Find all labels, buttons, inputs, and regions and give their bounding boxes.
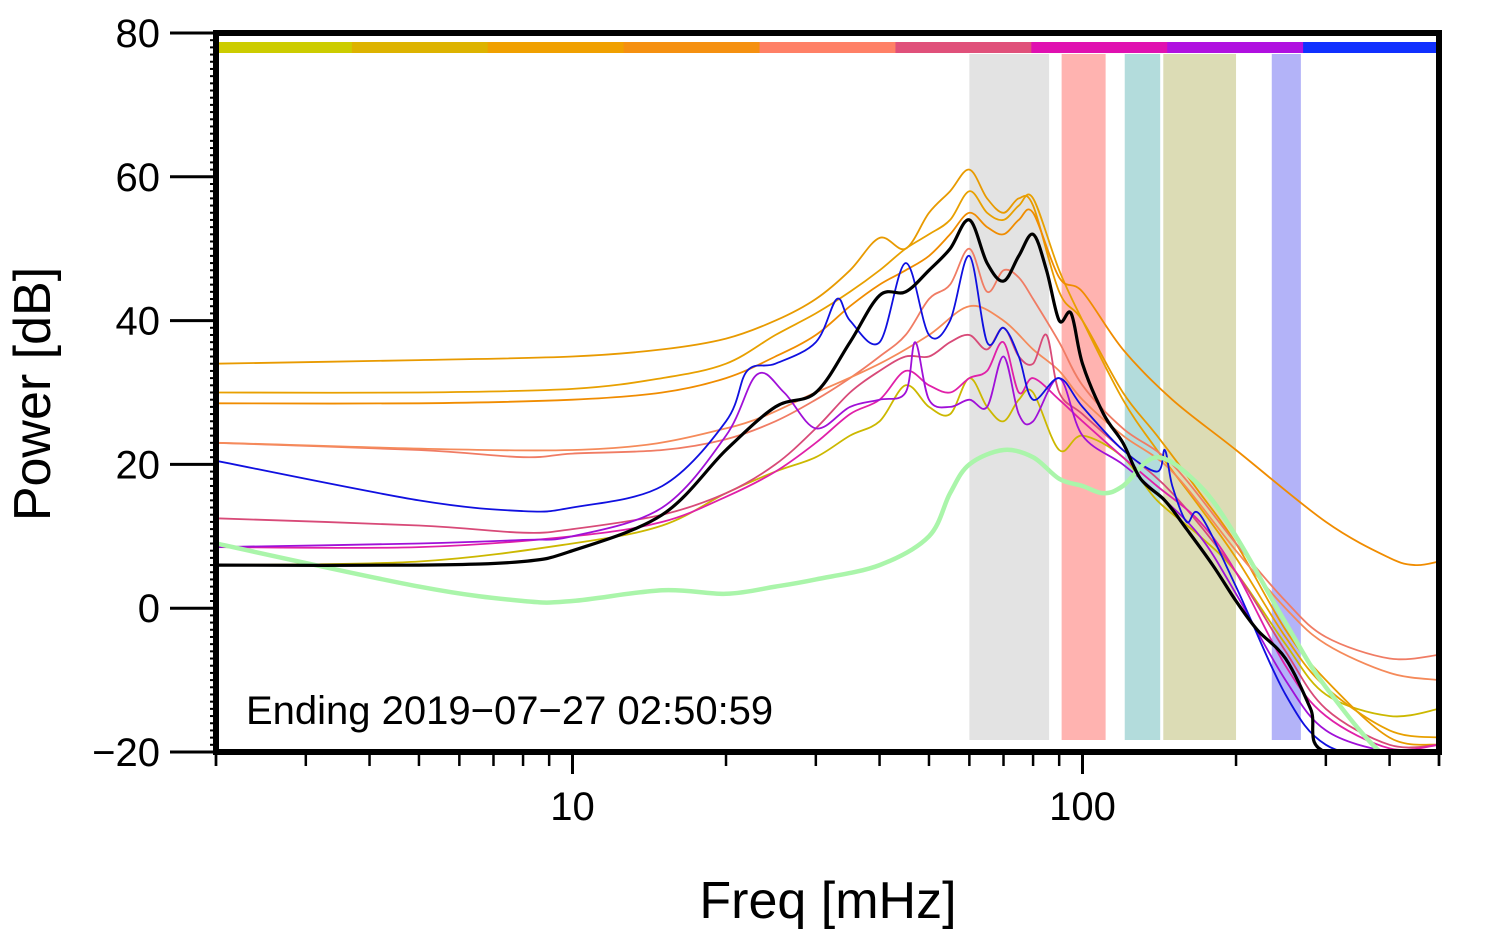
y-tick-label: 80 <box>116 12 161 56</box>
time-bar-segment-6 <box>895 42 1032 53</box>
series-5-line <box>216 247 1439 661</box>
series-11-line <box>216 447 1384 752</box>
series-8-line <box>216 341 1439 751</box>
y-tick-label: −20 <box>92 731 160 775</box>
series-3-line <box>216 190 1439 739</box>
series-12-line <box>216 218 1439 752</box>
band-3 <box>1124 54 1161 740</box>
x-tick-label: 10 <box>550 785 595 829</box>
y-tick-label: 40 <box>116 300 161 344</box>
time-bar-segment-4 <box>623 42 761 53</box>
y-axis-title: Power [dB] <box>4 267 62 521</box>
time-bar-segment-2 <box>351 42 489 53</box>
series-lines <box>216 168 1439 752</box>
x-tick-label: 100 <box>1049 785 1116 829</box>
y-tick-label: 60 <box>116 156 161 200</box>
time-bar-segment-5 <box>759 42 896 53</box>
series-10-line <box>216 254 1347 752</box>
time-bar-segment-9 <box>1303 42 1440 53</box>
time-bar-segment-3 <box>487 42 625 53</box>
y-tick-label: 0 <box>138 587 160 631</box>
frequency-bands <box>969 54 1301 740</box>
series-7-line <box>216 326 1439 749</box>
time-color-bar <box>216 42 1440 53</box>
x-axis-title: Freq [mHz] <box>699 872 956 930</box>
series-2-line <box>216 168 1439 746</box>
series-9-line <box>216 341 1439 752</box>
y-tick-label: 20 <box>116 443 161 487</box>
ending-timestamp-annotation: Ending 2019−07−27 02:50:59 <box>246 689 773 733</box>
time-bar-segment-8 <box>1167 42 1304 53</box>
time-bar-segment-1 <box>216 42 353 53</box>
series-4-line <box>216 208 1439 567</box>
series-6-line <box>216 304 1439 681</box>
tick-labels: −20 0 20 40 60 80 10 100 <box>92 12 1116 829</box>
plot-frame <box>213 30 1442 755</box>
series-1-line <box>216 377 1439 718</box>
time-bar-segment-7 <box>1031 42 1168 53</box>
band-4 <box>1163 54 1237 740</box>
